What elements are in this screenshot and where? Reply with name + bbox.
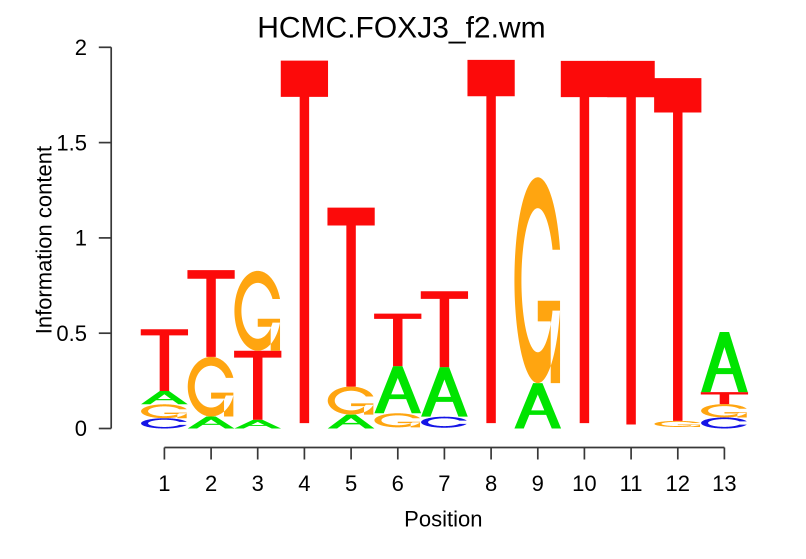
svg-text:1.5: 1.5 xyxy=(56,130,87,155)
svg-text:6: 6 xyxy=(392,471,404,496)
svg-text:8: 8 xyxy=(485,471,497,496)
svg-text:Information content: Information content xyxy=(32,146,57,334)
svg-text:11: 11 xyxy=(620,471,643,496)
svg-text:12: 12 xyxy=(666,471,690,496)
svg-text:3: 3 xyxy=(252,471,264,496)
svg-text:0: 0 xyxy=(75,416,87,441)
svg-text:0.5: 0.5 xyxy=(56,321,87,346)
svg-text:Position: Position xyxy=(404,507,482,532)
svg-text:7: 7 xyxy=(438,471,450,496)
svg-text:13: 13 xyxy=(712,471,736,496)
svg-text:4: 4 xyxy=(298,471,310,496)
svg-text:1: 1 xyxy=(75,226,87,251)
svg-text:5: 5 xyxy=(345,471,357,496)
svg-text:1: 1 xyxy=(158,471,170,496)
svg-text:HCMC.FOXJ3_f2.wm: HCMC.FOXJ3_f2.wm xyxy=(257,11,545,44)
svg-text:9: 9 xyxy=(532,471,544,496)
svg-text:2: 2 xyxy=(75,35,87,60)
svg-text:10: 10 xyxy=(572,471,596,496)
svg-text:2: 2 xyxy=(205,471,217,496)
